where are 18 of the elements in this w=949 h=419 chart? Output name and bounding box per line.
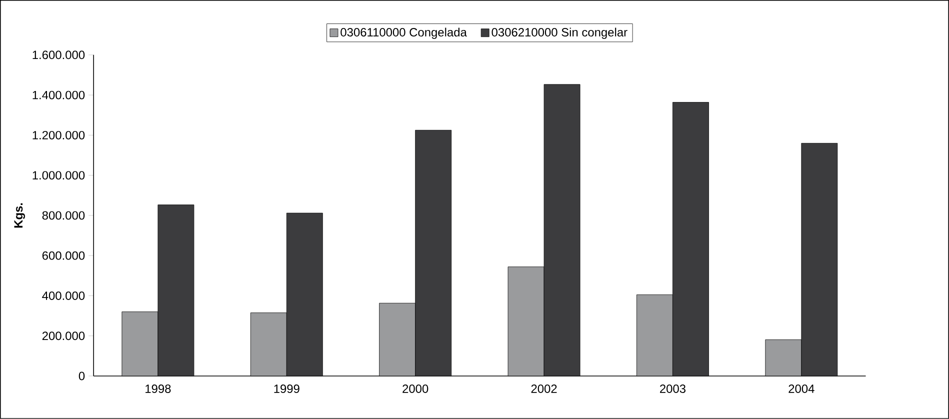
x-tick-label: 2000 [402,384,428,394]
y-tick-label: 1.600.000 [32,50,85,60]
y-tick-label: 1.000.000 [32,171,85,180]
x-tick-label: 1999 [274,384,300,394]
y-tick-label: 0 [78,372,85,380]
y-tick-label: 400.000 [42,292,85,300]
y-tick-label: 1.400.000 [32,90,85,100]
x-tick-label: 2002 [531,384,557,394]
y-tick-label: 200.000 [42,332,85,340]
legend-label: 0306210000 Sin congelar [492,28,628,39]
y-tick-label: 800.000 [42,211,85,220]
x-tick-label: 2003 [660,384,686,394]
x-tick-label: 1998 [146,384,171,394]
x-tick-label: 2004 [788,384,814,394]
y-tick-label: 1.200.000 [32,130,85,140]
y-axis-title: Kgs. [14,203,26,228]
legend-label: 0306110000 Congelada [340,28,467,39]
y-tick-label: 600.000 [42,251,85,260]
